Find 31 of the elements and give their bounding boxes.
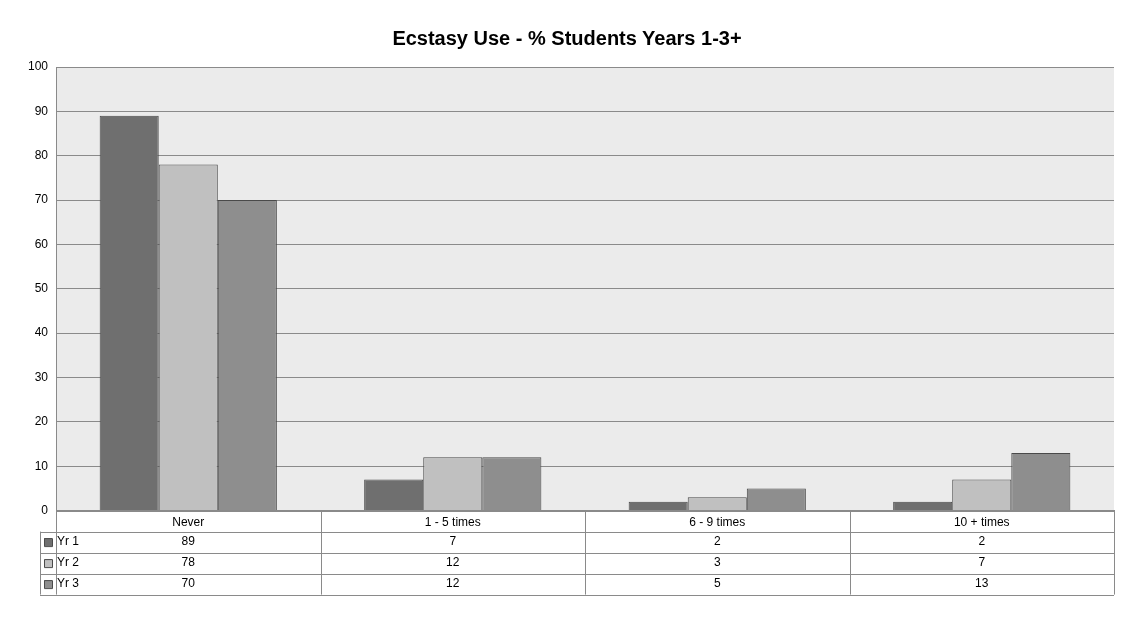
- y-tick-label: 10: [34, 458, 49, 473]
- data-label: 70: [181, 576, 196, 591]
- y-tick-label: 20: [34, 414, 49, 429]
- y-tick-label: 80: [34, 148, 49, 163]
- y-tick-label: 90: [34, 103, 49, 118]
- x-tick-label: 1 - 5 times: [424, 515, 481, 530]
- legend-label: Yr 1: [57, 534, 80, 549]
- data-label: 89: [181, 534, 196, 549]
- y-tick-label: 60: [34, 236, 49, 251]
- data-label: 12: [446, 555, 460, 570]
- x-tick-label: Never: [172, 515, 205, 530]
- data-label: 2: [978, 534, 986, 549]
- data-label: 78: [181, 555, 196, 570]
- y-tick-label: 0: [41, 502, 49, 517]
- data-label: 7: [978, 555, 986, 570]
- x-tick-label: 10 + times: [953, 515, 1010, 530]
- y-tick-label: 50: [34, 281, 49, 296]
- legend-label: Yr 3: [57, 576, 80, 591]
- y-tick-label: 30: [34, 369, 49, 384]
- data-label: 13: [975, 576, 989, 591]
- legend-label: Yr 2: [57, 555, 80, 570]
- y-tick-label: 100: [27, 59, 49, 74]
- data-label: 3: [713, 555, 721, 570]
- data-label: 2: [713, 534, 721, 549]
- data-label: 5: [713, 576, 721, 591]
- chart-title: Ecstasy Use - % Students Years 1-3+: [392, 26, 742, 49]
- data-label: 12: [446, 576, 460, 591]
- y-tick-label: 70: [34, 192, 49, 207]
- data-label: 7: [449, 534, 457, 549]
- y-tick-label: 40: [34, 325, 49, 340]
- x-tick-label: 6 - 9 times: [689, 515, 746, 530]
